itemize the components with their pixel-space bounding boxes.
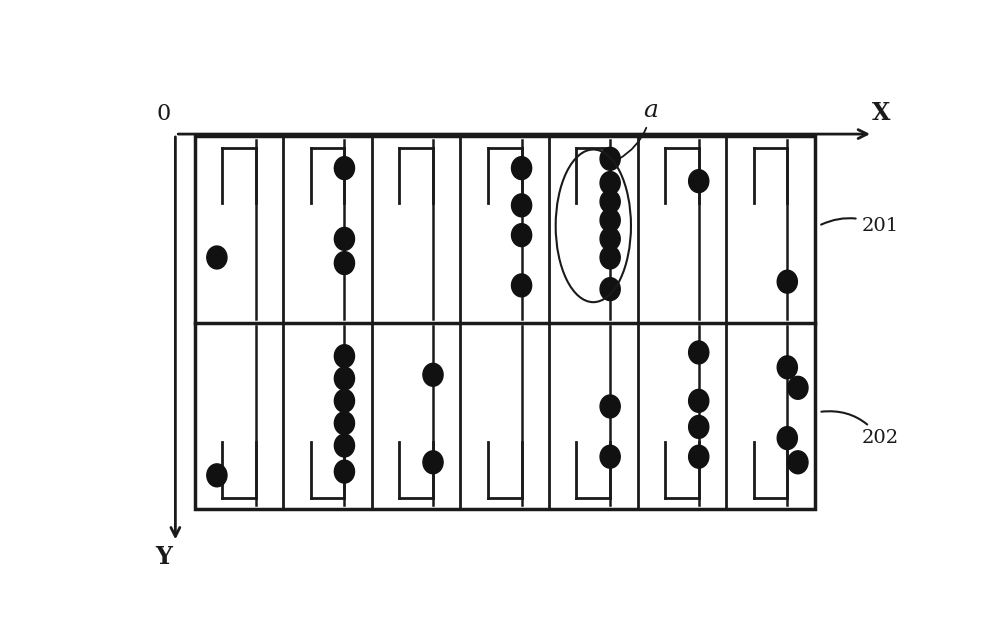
Ellipse shape [600,228,620,250]
Ellipse shape [788,376,808,399]
Ellipse shape [334,389,355,412]
Ellipse shape [423,451,443,474]
Ellipse shape [334,157,355,180]
Ellipse shape [600,190,620,213]
Ellipse shape [777,270,797,293]
Ellipse shape [512,194,532,217]
Ellipse shape [334,228,355,250]
Text: a: a [618,99,658,159]
Ellipse shape [207,464,227,487]
Ellipse shape [600,209,620,232]
Bar [195,136,815,509]
Ellipse shape [600,278,620,301]
Text: Y: Y [155,544,172,569]
Ellipse shape [689,341,709,364]
Text: 201: 201 [821,217,898,235]
Ellipse shape [512,274,532,297]
Ellipse shape [689,170,709,193]
Ellipse shape [600,445,620,468]
Ellipse shape [334,367,355,390]
Ellipse shape [334,434,355,457]
Ellipse shape [600,395,620,418]
Ellipse shape [777,427,797,449]
Ellipse shape [600,172,620,195]
Text: 0: 0 [157,102,171,125]
Text: 202: 202 [821,411,898,447]
Ellipse shape [334,460,355,483]
Ellipse shape [689,415,709,438]
Ellipse shape [689,445,709,468]
Ellipse shape [423,363,443,386]
Ellipse shape [788,451,808,474]
Ellipse shape [600,246,620,269]
Ellipse shape [512,157,532,180]
Ellipse shape [334,412,355,435]
Ellipse shape [334,345,355,368]
Ellipse shape [689,389,709,412]
Ellipse shape [512,224,532,247]
Ellipse shape [334,252,355,275]
Ellipse shape [207,246,227,269]
Text: X: X [871,100,890,125]
Ellipse shape [777,356,797,379]
Ellipse shape [600,148,620,171]
